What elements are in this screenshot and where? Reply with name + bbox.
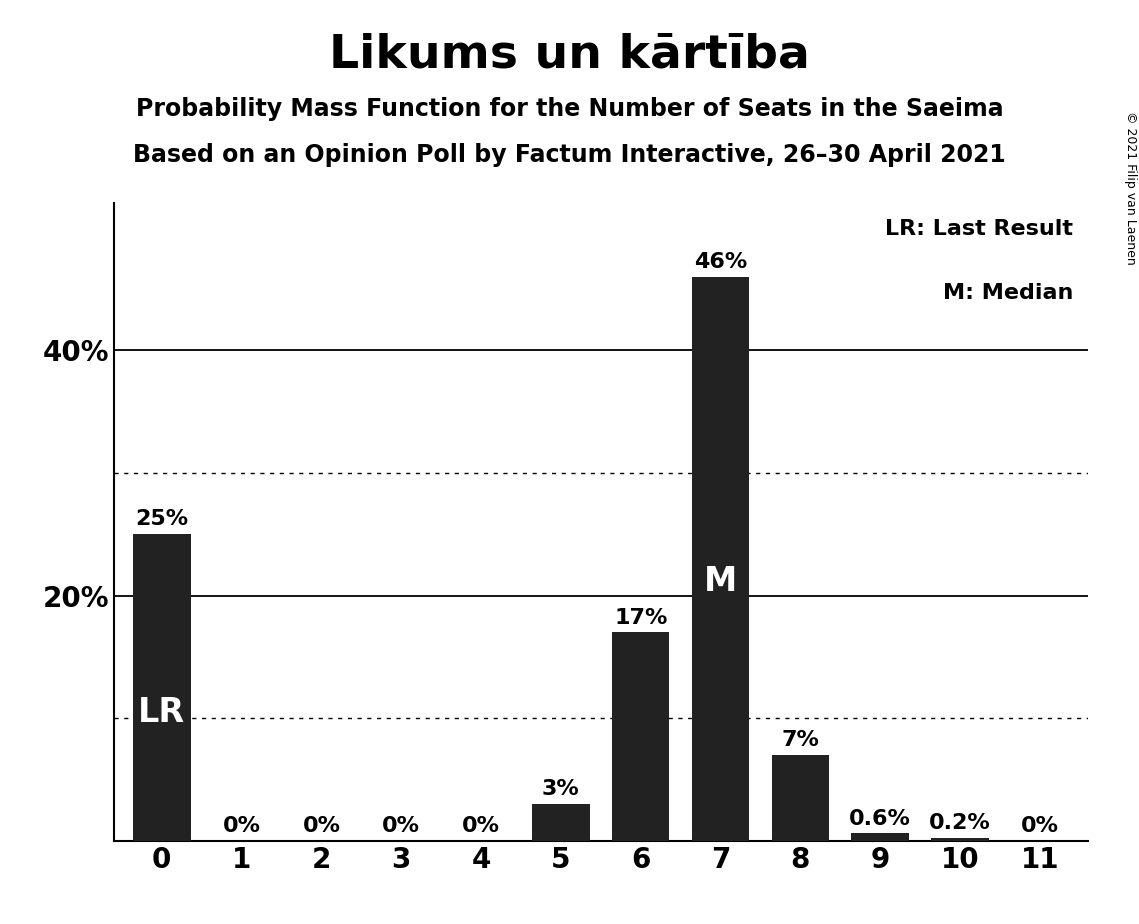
Bar [932,838,989,841]
Text: 0%: 0% [303,816,341,836]
Bar [532,804,590,841]
Bar [612,632,670,841]
Text: M: M [704,565,737,598]
Text: 0%: 0% [383,816,420,836]
Text: 7%: 7% [781,730,819,750]
Bar [133,534,190,841]
Text: 3%: 3% [542,779,580,799]
Bar [691,277,749,841]
Text: Based on an Opinion Poll by Factum Interactive, 26–30 April 2021: Based on an Opinion Poll by Factum Inter… [133,143,1006,167]
Text: 0.6%: 0.6% [850,808,911,829]
Text: 0%: 0% [462,816,500,836]
Text: 0.2%: 0.2% [929,813,991,833]
Text: © 2021 Filip van Laenen: © 2021 Filip van Laenen [1124,111,1137,264]
Text: 0%: 0% [222,816,261,836]
Text: Probability Mass Function for the Number of Seats in the Saeima: Probability Mass Function for the Number… [136,97,1003,121]
Bar [771,755,829,841]
Bar [852,833,909,841]
Text: 46%: 46% [694,252,747,272]
Text: Likums un kārtība: Likums un kārtība [329,32,810,78]
Text: LR: Last Result: LR: Last Result [885,219,1073,239]
Text: 17%: 17% [614,607,667,627]
Text: M: Median: M: Median [943,283,1073,303]
Text: 0%: 0% [1021,816,1059,836]
Text: 25%: 25% [136,509,188,529]
Text: LR: LR [138,696,186,729]
